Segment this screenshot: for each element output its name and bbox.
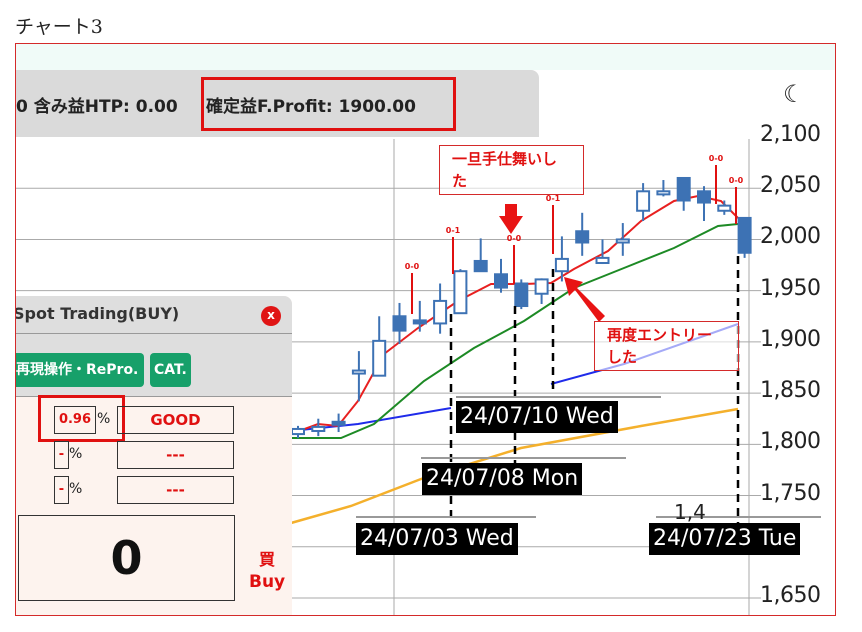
pct-input-2[interactable]: -	[54, 441, 69, 469]
signal-label: 0-1	[446, 226, 461, 235]
spot-button-bar: 再現操作・RePro. CAT.	[16, 334, 292, 397]
moon-icon[interactable]: ☾	[783, 80, 805, 108]
close-button[interactable]: x	[261, 306, 281, 326]
date-label-0703: 24/07/03 Wed	[356, 523, 518, 555]
result-3: ---	[117, 476, 234, 504]
price-tick-label: 1,750	[760, 480, 821, 506]
candle-body	[331, 420, 346, 426]
top-strip	[16, 44, 835, 70]
price-tick-label: 1,800	[760, 429, 821, 455]
pct-unit-3: %	[69, 481, 83, 497]
candle-body	[534, 278, 549, 295]
profit-text: 確定益F.Profit: 1900.00	[206, 97, 416, 117]
pct-highlight-box	[38, 395, 125, 442]
crosshair-lines	[356, 396, 821, 518]
arrow-up-left-icon	[564, 277, 605, 322]
chart-screenshot-frame: 0-0 0-1 0-0 0-1 0-0 0-0 2,100 2,050 2,000 1,950 1…	[15, 43, 836, 616]
pct-unit-2: %	[69, 446, 83, 462]
price-tick-label: 1,650	[760, 582, 821, 608]
candle-body	[291, 427, 305, 436]
candle-body	[656, 190, 671, 196]
candle-body	[595, 256, 610, 265]
candle-body	[412, 319, 427, 325]
result-1: GOOD	[117, 406, 234, 434]
candle-body	[676, 176, 691, 202]
candle-body	[351, 369, 366, 375]
candle-body	[615, 238, 630, 244]
arrow-down-icon	[499, 204, 523, 234]
profit-header: 0 含み益HTP: 0.00 確定益F.Profit: 1900.00	[16, 70, 539, 137]
signal-label: 0-0	[709, 154, 724, 163]
date-label-0723: 24/07/23 Tue	[649, 523, 801, 555]
spot-panel-title: Spot Trading(BUY)	[16, 304, 180, 323]
result-2: ---	[117, 441, 234, 469]
candlesticks	[291, 176, 752, 439]
candle-body	[392, 315, 407, 332]
candle-body	[453, 270, 468, 315]
spot-panel-header: Spot Trading(BUY) x	[16, 296, 292, 334]
signal-markers: 0-0 0-1 0-0 0-1 0-0 0-0	[405, 154, 744, 314]
candle-body	[717, 204, 732, 212]
candle-body	[433, 299, 448, 325]
signal-label: 0-0	[729, 176, 744, 185]
htp-text: 0 含み益HTP: 0.00	[16, 97, 178, 117]
note-reentry: 再度エントリーした	[594, 321, 739, 371]
buy-label-jp[interactable]: 買	[259, 550, 276, 569]
signal-label: 0-0	[507, 234, 522, 243]
spot-trading-panel: Spot Trading(BUY) x 再現操作・RePro. CAT. 0.9…	[16, 296, 292, 615]
ma-green-line	[291, 223, 739, 439]
candle-body	[372, 339, 387, 377]
quantity-display[interactable]: 0	[18, 515, 235, 601]
signal-label: 0-1	[546, 194, 561, 203]
pct-input-3[interactable]: -	[54, 476, 69, 504]
note-exit: 一旦手仕舞いした	[439, 145, 584, 195]
candle-body	[737, 216, 752, 254]
date-label-0708: 24/07/08 Mon	[422, 463, 583, 495]
cat-button[interactable]: CAT.	[150, 353, 191, 387]
candle-body	[554, 257, 569, 273]
price-tick-label: 1,900	[760, 326, 821, 352]
pct-unit-1: %	[97, 411, 111, 427]
candle-body	[494, 273, 508, 289]
price-tick-label: 1,950	[760, 275, 821, 301]
signal-label: 0-0	[405, 262, 420, 271]
repro-button[interactable]: 再現操作・RePro.	[16, 353, 144, 387]
candle-body	[697, 190, 711, 204]
candle-body	[514, 282, 529, 308]
price-tick-label: 1,850	[760, 378, 821, 404]
red-arrows	[499, 204, 605, 322]
pct-input-1[interactable]: 0.96	[54, 406, 96, 434]
price-tick-label: 2,050	[760, 173, 821, 199]
date-label-0710: 24/07/10 Wed	[456, 401, 618, 433]
profit-highlight-box	[201, 77, 456, 131]
page-title: チャート3	[15, 16, 103, 38]
buy-label-en[interactable]: Buy	[249, 572, 286, 592]
price-tick-label: 2,000	[760, 224, 821, 250]
candle-body	[473, 259, 488, 273]
price-tick-label: 2,100	[760, 122, 821, 147]
candle-body	[311, 425, 326, 433]
candle-body	[575, 230, 590, 244]
overlap-axis-fragment: 1,4	[674, 500, 706, 524]
candle-body	[636, 190, 651, 212]
